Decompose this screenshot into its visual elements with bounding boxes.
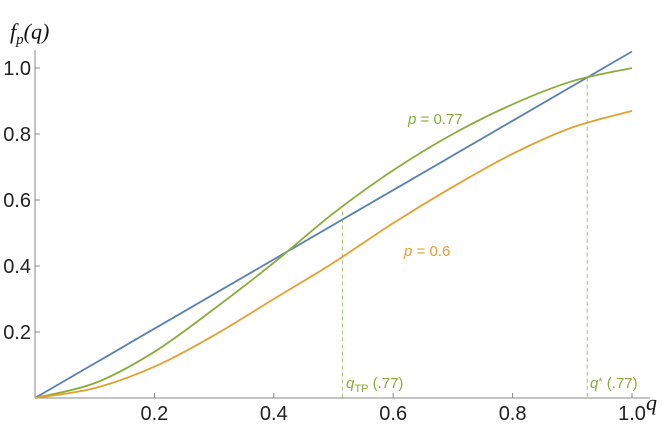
series-label-p077-rest: = 0.77 bbox=[416, 111, 462, 128]
x-axis-title: q bbox=[646, 390, 657, 415]
series-line-p077 bbox=[34, 67, 633, 399]
marker-label-qstar-rest: (.77) bbox=[603, 375, 638, 392]
y-axis-title-base: f bbox=[10, 19, 19, 44]
marker-label-qtp-sub: TP bbox=[354, 383, 368, 395]
marker-label-qtp: qTP (.77) bbox=[346, 375, 403, 395]
y-tick-label: 0.2 bbox=[3, 322, 31, 344]
x-tick-label: 0.8 bbox=[499, 403, 527, 425]
x-tick-label: 1.0 bbox=[618, 403, 646, 425]
marker-label-qtp-var: q bbox=[346, 375, 355, 392]
series-label-p06: p = 0.6 bbox=[403, 243, 450, 260]
series-label-p06-var: p bbox=[403, 243, 412, 260]
series-label-p06-rest: = 0.6 bbox=[412, 243, 450, 260]
x-tick-label: 0.6 bbox=[379, 403, 407, 425]
y-tick-label: 1.0 bbox=[3, 58, 31, 80]
series-line-identity bbox=[34, 50, 633, 399]
y-tick-label: 0.8 bbox=[3, 124, 31, 146]
x-tick-label: 0.2 bbox=[140, 403, 168, 425]
y-tick-label: 0.4 bbox=[3, 256, 31, 278]
marker-label-qstar-sub: * bbox=[598, 376, 603, 388]
y-axis-title: fp(q) bbox=[10, 19, 49, 48]
y-axis-title-sub: p bbox=[15, 32, 24, 48]
axes: 0.2 0.4 0.6 0.8 1.0 0.2 0.4 0.6 0.8 1.0 bbox=[3, 50, 650, 425]
series-label-p077: p = 0.77 bbox=[407, 111, 463, 128]
series-label-p077-var: p bbox=[407, 111, 416, 128]
series-line-p06 bbox=[34, 110, 633, 399]
marker-label-qstar-var: q bbox=[590, 375, 599, 392]
marker-label-qstar: q* (.77) bbox=[590, 375, 638, 392]
markers bbox=[341, 77, 588, 398]
x-tick-label: 0.4 bbox=[260, 403, 288, 425]
y-axis-title-arg: (q) bbox=[24, 19, 50, 44]
curves bbox=[34, 50, 633, 399]
y-tick-label: 0.6 bbox=[3, 190, 31, 212]
marker-label-qtp-rest: (.77) bbox=[368, 375, 403, 392]
